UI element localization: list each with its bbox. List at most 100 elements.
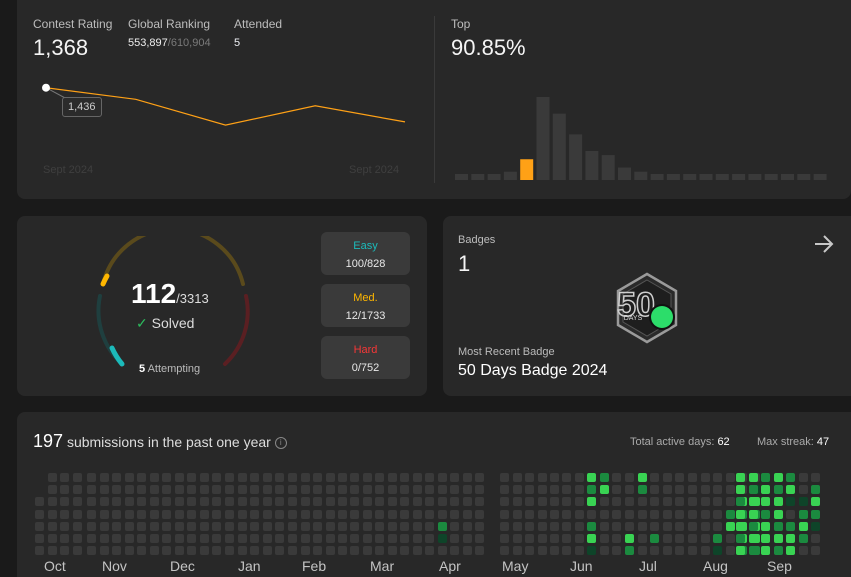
heatmap-cell[interactable] [525, 485, 534, 495]
heatmap-cell[interactable] [338, 485, 347, 495]
heatmap-cell[interactable] [786, 521, 795, 531]
heatmap-cell[interactable] [325, 485, 335, 495]
heatmap-cell[interactable] [60, 546, 69, 556]
heatmap-cell[interactable] [475, 473, 484, 482]
heatmap-cell[interactable] [450, 521, 459, 531]
heatmap-cell[interactable] [87, 521, 96, 531]
heatmap-cell[interactable] [275, 509, 284, 519]
heatmap-cell[interactable] [87, 473, 96, 482]
heatmap-cell[interactable] [475, 485, 484, 495]
heatmap-cell[interactable] [237, 521, 247, 531]
heatmap-cell[interactable] [537, 497, 547, 507]
heatmap-cell[interactable] [637, 497, 647, 507]
rank-distribution-bar[interactable] [683, 174, 697, 180]
heatmap-cell[interactable] [300, 521, 310, 531]
heatmap-cell[interactable] [525, 509, 534, 519]
heatmap-cell[interactable] [325, 497, 335, 507]
heatmap-cell[interactable] [400, 546, 409, 556]
heatmap-cell[interactable] [650, 485, 659, 495]
heatmap-cell[interactable] [187, 546, 196, 556]
heatmap-cell[interactable] [375, 509, 384, 519]
rank-distribution-bar[interactable] [487, 174, 501, 180]
heatmap-cell[interactable] [437, 521, 447, 531]
heatmap-cell[interactable] [811, 534, 820, 543]
heatmap-cell[interactable] [725, 485, 735, 495]
heatmap-cell[interactable] [574, 473, 584, 482]
heatmap-cell[interactable] [462, 509, 472, 519]
heatmap-cell[interactable] [124, 546, 134, 556]
heatmap-cell[interactable] [225, 473, 234, 482]
heatmap-cell[interactable] [47, 485, 57, 495]
heatmap-cell[interactable] [761, 485, 770, 495]
heatmap-cell[interactable] [688, 509, 697, 519]
heatmap-cell[interactable] [262, 509, 272, 519]
heatmap-cell[interactable] [162, 497, 171, 507]
heatmap-cell[interactable] [174, 473, 184, 482]
heatmap-cell[interactable] [450, 509, 459, 519]
heatmap-cell[interactable] [47, 497, 57, 507]
heatmap-cell[interactable] [400, 497, 409, 507]
heatmap-cell[interactable] [725, 509, 735, 519]
heatmap-cell[interactable] [675, 497, 684, 507]
heatmap-cell[interactable] [786, 497, 795, 507]
rank-distribution-bar[interactable] [732, 174, 746, 180]
heatmap-cell[interactable] [47, 534, 57, 543]
heatmap-cell[interactable] [736, 473, 745, 482]
heatmap-cell[interactable] [313, 546, 322, 556]
heatmap-cell[interactable] [811, 497, 820, 507]
heatmap-cell[interactable] [811, 473, 820, 482]
heatmap-cell[interactable] [425, 497, 434, 507]
heatmap-cell[interactable] [362, 534, 372, 543]
heatmap-cell[interactable] [387, 534, 397, 543]
rank-distribution-bar[interactable] [634, 171, 648, 180]
heatmap-cell[interactable] [174, 485, 184, 495]
heatmap-cell[interactable] [562, 521, 571, 531]
heatmap-cell[interactable] [748, 546, 758, 556]
heatmap-cell[interactable] [662, 473, 672, 482]
heatmap-cell[interactable] [400, 485, 409, 495]
heatmap-cell[interactable] [736, 546, 745, 556]
heatmap-cell[interactable] [124, 521, 134, 531]
heatmap-cell[interactable] [325, 546, 335, 556]
heatmap-cell[interactable] [137, 509, 146, 519]
heatmap-cell[interactable] [675, 521, 684, 531]
heatmap-cell[interactable] [662, 485, 672, 495]
heatmap-cell[interactable] [525, 473, 534, 482]
heatmap-cell[interactable] [525, 497, 534, 507]
heatmap-cell[interactable] [675, 509, 684, 519]
rank-distribution-bar[interactable] [781, 174, 794, 180]
heatmap-cell[interactable] [362, 521, 372, 531]
rank-distribution-bar[interactable] [455, 174, 468, 180]
heatmap-cell[interactable] [725, 534, 735, 543]
heatmap-cell[interactable] [773, 497, 783, 507]
heatmap-cell[interactable] [72, 473, 82, 482]
heatmap-cell[interactable] [437, 473, 447, 482]
heatmap-cell[interactable] [400, 534, 409, 543]
heatmap-cell[interactable] [599, 521, 609, 531]
heatmap-cell[interactable] [773, 546, 783, 556]
heatmap-cell[interactable] [798, 497, 808, 507]
heatmap-cell[interactable] [387, 473, 397, 482]
heatmap-cell[interactable] [338, 546, 347, 556]
heatmap-cell[interactable] [599, 509, 609, 519]
heatmap-cell[interactable] [375, 546, 384, 556]
heatmap-cell[interactable] [137, 546, 146, 556]
heatmap-cell[interactable] [137, 521, 146, 531]
heatmap-cell[interactable] [637, 509, 647, 519]
heatmap-cell[interactable] [300, 485, 310, 495]
rank-distribution-bar[interactable] [552, 113, 566, 180]
rank-distribution-chart[interactable] [453, 90, 833, 182]
heatmap-cell[interactable] [525, 521, 534, 531]
heatmap-cell[interactable] [187, 521, 196, 531]
heatmap-cell[interactable] [338, 473, 347, 482]
heatmap-cell[interactable] [212, 534, 221, 543]
heatmap-cell[interactable] [275, 546, 284, 556]
heatmap-cell[interactable] [748, 485, 758, 495]
heatmap-cell[interactable] [475, 497, 484, 507]
heatmap-cell[interactable] [761, 473, 770, 482]
rank-distribution-bar[interactable] [503, 171, 517, 180]
heatmap-cell[interactable] [300, 497, 310, 507]
heatmap-cell[interactable] [72, 521, 82, 531]
heatmap-cell[interactable] [450, 473, 459, 482]
heatmap-cell[interactable] [212, 485, 221, 495]
